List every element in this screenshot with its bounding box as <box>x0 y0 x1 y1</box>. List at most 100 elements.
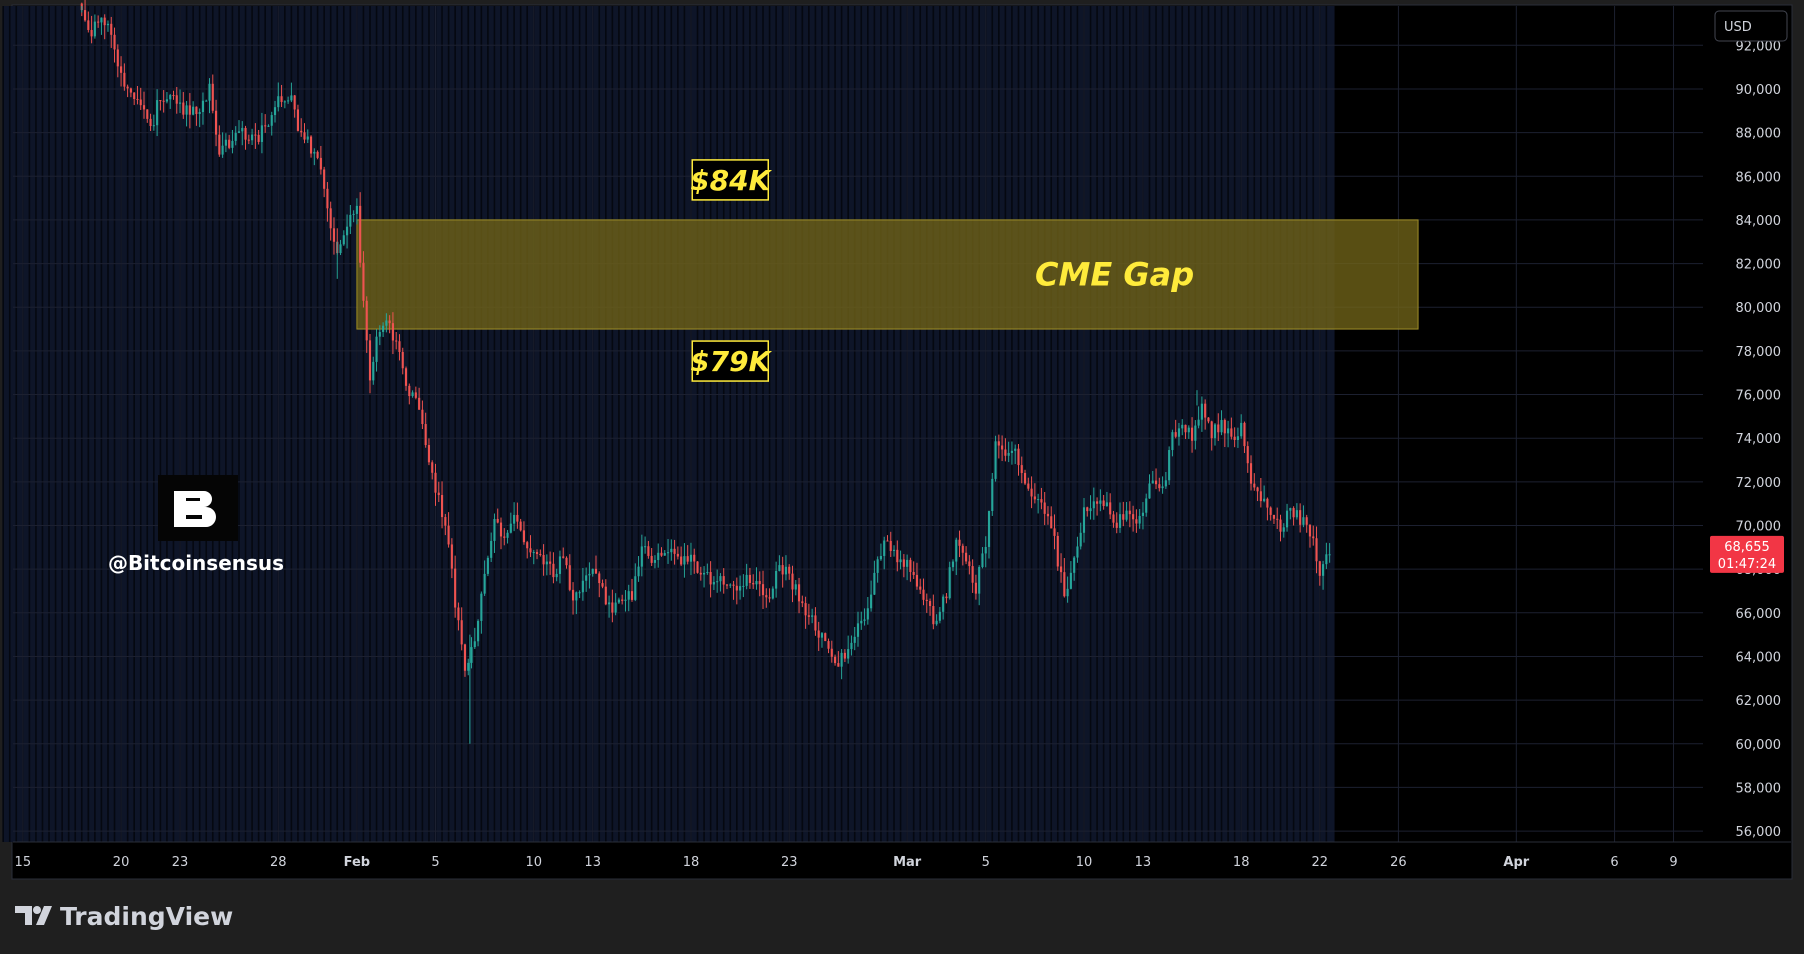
candle <box>368 334 372 394</box>
date-tick-label: 20 <box>113 855 130 870</box>
candle-body <box>928 600 932 607</box>
candle-body <box>188 105 191 115</box>
candle <box>421 400 424 430</box>
candle <box>938 606 941 624</box>
candle-body <box>87 20 90 30</box>
candle-body <box>1187 427 1190 433</box>
candle-body <box>549 561 552 564</box>
tradingview-brand[interactable]: TradingView <box>60 902 233 931</box>
candle <box>703 566 706 588</box>
candle-body <box>1158 484 1161 489</box>
candle <box>1227 420 1230 448</box>
candle <box>552 552 555 584</box>
candle-body <box>499 522 503 537</box>
candle-body <box>598 573 601 584</box>
candle-body <box>1099 500 1102 504</box>
candle-body <box>424 424 427 446</box>
candle <box>87 11 90 33</box>
candle-body <box>1168 450 1171 481</box>
candle-body <box>120 66 123 73</box>
candle <box>424 412 427 448</box>
candle-body <box>198 112 201 115</box>
candle-body <box>477 620 480 642</box>
candle-body <box>1027 483 1030 489</box>
candle <box>142 91 146 119</box>
candle-body <box>509 523 512 533</box>
date-tick-label: 23 <box>781 855 798 870</box>
price-annotation[interactable]: $79K <box>690 340 773 382</box>
candle <box>244 125 247 150</box>
candle-body <box>1328 554 1331 556</box>
date-tick-label: 10 <box>525 855 542 870</box>
candle <box>814 607 817 636</box>
currency-button-label[interactable]: USD <box>1724 20 1752 35</box>
candle-body <box>1148 483 1151 499</box>
candle-body <box>1122 514 1125 520</box>
candle <box>1102 494 1105 510</box>
candle-body <box>1236 436 1239 441</box>
currency-button-box[interactable] <box>1714 10 1788 42</box>
candle <box>811 608 814 624</box>
candle-body <box>703 572 706 575</box>
candle <box>542 544 545 576</box>
candle-body <box>332 228 336 242</box>
candle <box>850 635 853 656</box>
candle-body <box>172 95 175 97</box>
candle <box>228 134 231 150</box>
candle-body <box>621 599 624 601</box>
candle-body <box>1128 510 1131 515</box>
candle <box>513 502 516 532</box>
candle-body <box>496 518 499 523</box>
candle <box>1053 514 1056 550</box>
cme-gap-rectangle[interactable] <box>356 219 1419 330</box>
plot-area[interactable]: CME Gap $84K $79K @Bitcoinsensus <box>2 0 1703 842</box>
price-axis[interactable]: 56,00058,00060,00062,00064,00066,00068,0… <box>1704 6 1791 842</box>
candle-body <box>1020 465 1023 474</box>
candle <box>473 627 476 650</box>
candle <box>1079 522 1082 550</box>
candle-body <box>755 581 758 585</box>
candle-body <box>142 105 146 110</box>
candle-body <box>362 262 365 301</box>
candle <box>771 586 774 600</box>
candle <box>303 123 306 144</box>
candle-body <box>195 106 198 115</box>
candle <box>991 472 994 516</box>
candle-body <box>1102 500 1105 507</box>
candle <box>1001 435 1004 462</box>
candle <box>928 598 932 616</box>
candle <box>804 596 807 629</box>
candle <box>1276 507 1279 529</box>
candle <box>997 434 1000 459</box>
candle <box>591 568 594 577</box>
candle <box>372 356 375 385</box>
candle-body <box>411 392 414 397</box>
candle-body <box>372 361 375 381</box>
candle-body <box>162 100 165 102</box>
cme-gap-zone[interactable]: CME Gap <box>356 219 1419 330</box>
currency-button[interactable]: USD <box>1714 10 1788 42</box>
candle-body <box>742 585 745 587</box>
time-axis[interactable]: 15 20 23 28 Feb 5 10 13 18 23 Mar 5 10 13 18 22 26 Apr 6 9 <box>13 841 1791 878</box>
candle-body <box>955 539 958 562</box>
price-annotations[interactable]: $84K $79K <box>690 159 773 382</box>
candle <box>493 513 496 553</box>
tradingview-footer[interactable]: TradingView <box>15 902 233 931</box>
candle-body <box>342 235 345 245</box>
candle-body <box>591 568 594 574</box>
candle <box>378 325 381 346</box>
candle <box>100 17 103 35</box>
candle-body <box>1210 421 1213 439</box>
candle-body <box>585 575 588 581</box>
price-tick-label: 64,000 <box>1736 650 1782 665</box>
tradingview-logo-icon[interactable] <box>15 906 52 925</box>
candle <box>588 562 591 589</box>
candle-body <box>522 530 525 543</box>
price-annotation[interactable]: $84K <box>690 159 773 201</box>
candle <box>1308 524 1312 548</box>
candle <box>765 588 768 608</box>
candle-body <box>1312 536 1315 539</box>
candle-body <box>156 100 159 126</box>
candle-body <box>395 340 398 342</box>
